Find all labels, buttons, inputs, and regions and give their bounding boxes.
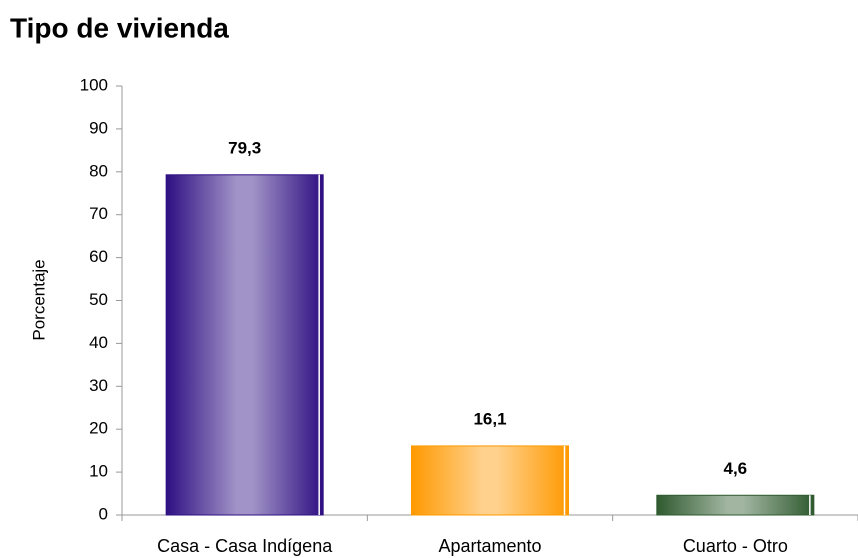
y-tick-label: 60 xyxy=(89,247,108,266)
y-axis-label: Porcentaje xyxy=(29,259,48,340)
y-tick-label: 70 xyxy=(89,204,108,223)
y-tick-label: 90 xyxy=(89,118,108,137)
y-tick-label: 40 xyxy=(89,333,108,352)
y-tick-label: 80 xyxy=(89,161,108,180)
bar xyxy=(656,494,815,516)
value-label: 16,1 xyxy=(473,409,506,428)
chart-title: Tipo de vivienda xyxy=(10,12,229,43)
x-tick-label: Casa - Casa Indígena xyxy=(157,536,333,556)
x-tick-label: Apartamento xyxy=(438,536,541,556)
y-tick-label: 30 xyxy=(89,376,108,395)
y-tick-label: 20 xyxy=(89,419,108,438)
bar xyxy=(410,445,570,516)
y-tick-label: 100 xyxy=(80,75,108,94)
value-label: 79,3 xyxy=(228,138,261,157)
y-tick-label: 50 xyxy=(89,290,108,309)
x-tick-label: Cuarto - Otro xyxy=(683,536,788,556)
bar xyxy=(165,174,324,516)
y-tick-label: 0 xyxy=(99,504,108,523)
value-label: 4,6 xyxy=(724,459,748,478)
y-tick-label: 10 xyxy=(89,462,108,481)
